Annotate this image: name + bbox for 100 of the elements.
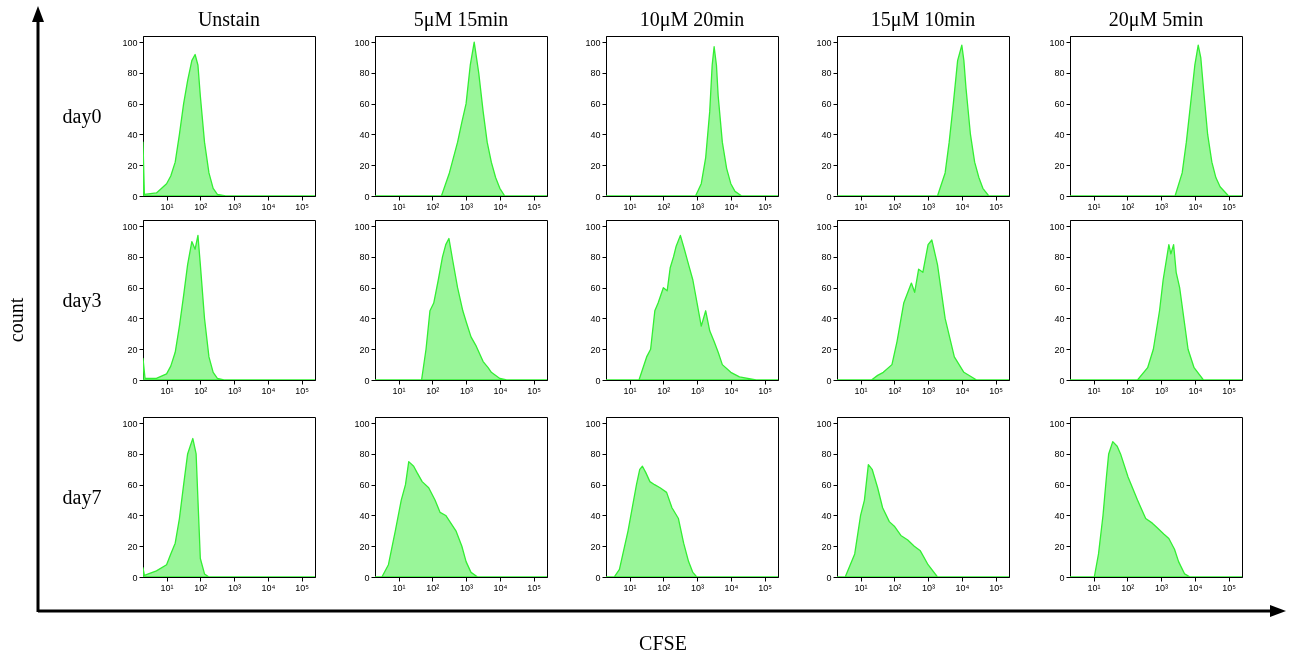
y-tick-label: 20 [359, 541, 370, 552]
x-tick-label: 10¹ [854, 582, 868, 593]
y-tick-label: 20 [1054, 160, 1065, 171]
y-tick-label: 20 [1054, 541, 1065, 552]
y-tick-label: 100 [354, 418, 370, 429]
y-tick-label: 100 [354, 221, 370, 232]
y-tick-label: 20 [821, 541, 832, 552]
y-tick-label: 60 [590, 283, 601, 294]
x-tick-label: 10² [194, 582, 208, 593]
y-tick-label: 100 [816, 37, 832, 48]
x-tick-label: 10⁵ [758, 201, 773, 212]
y-tick-label: 40 [1054, 313, 1065, 324]
y-axis-title: day3 [62, 288, 102, 312]
y-tick-label: 0 [132, 572, 138, 583]
y-tick-label: 20 [359, 160, 370, 171]
y-tick-label: 80 [821, 68, 832, 79]
y-tick-label: 60 [1054, 283, 1065, 294]
y-axis-title: day0 [62, 104, 102, 128]
x-tick-label: 10² [194, 385, 208, 396]
x-tick-label: 10⁵ [527, 385, 542, 396]
x-tick-label: 10⁵ [989, 385, 1004, 396]
y-tick-label: 80 [127, 68, 138, 79]
y-tick-label: 20 [359, 344, 370, 355]
x-tick-label: 10¹ [1087, 582, 1101, 593]
x-tick-label: 10¹ [854, 385, 868, 396]
x-tick-label: 10⁵ [989, 201, 1004, 212]
chart-title: 10μM 20min [639, 8, 745, 31]
y-tick-label: 60 [127, 99, 138, 110]
y-tick-label: 80 [821, 252, 832, 263]
y-tick-label: 80 [821, 449, 832, 460]
y-tick-label: 40 [359, 510, 370, 521]
y-tick-label: 40 [590, 129, 601, 140]
y-tick-label: 40 [127, 510, 138, 521]
y-tick-label: 0 [1059, 375, 1065, 386]
y-tick-label: 80 [1054, 252, 1065, 263]
x-tick-label: 10³ [691, 582, 705, 593]
x-tick-label: 10⁴ [1188, 385, 1203, 396]
x-tick-label: 10⁵ [1222, 201, 1237, 212]
x-tick-label: 10¹ [160, 201, 174, 212]
y-tick-label: 40 [590, 313, 601, 324]
x-tick-label: 10³ [1155, 582, 1169, 593]
y-tick-label: 60 [821, 99, 832, 110]
y-tick-label: 20 [821, 160, 832, 171]
x-tick-label: 10¹ [623, 582, 637, 593]
x-tick-label: 10³ [228, 385, 242, 396]
y-tick-label: 40 [1054, 510, 1065, 521]
x-tick-label: 10² [194, 201, 208, 212]
x-tick-label: 10⁴ [1188, 201, 1203, 212]
y-tick-label: 80 [590, 449, 601, 460]
x-tick-label: 10² [1121, 385, 1135, 396]
y-tick-label: 80 [127, 449, 138, 460]
x-tick-label: 10⁵ [295, 385, 310, 396]
y-tick-label: 60 [359, 480, 370, 491]
y-tick-label: 20 [127, 541, 138, 552]
x-tick-label: 10⁵ [527, 201, 542, 212]
y-tick-label: 0 [595, 572, 601, 583]
x-tick-label: 10¹ [160, 385, 174, 396]
y-tick-label: 80 [127, 252, 138, 263]
y-tick-label: 100 [1049, 418, 1065, 429]
x-tick-label: 10⁵ [1222, 385, 1237, 396]
y-tick-label: 0 [826, 572, 832, 583]
y-tick-label: 60 [359, 283, 370, 294]
y-tick-label: 20 [590, 160, 601, 171]
y-tick-label: 100 [585, 221, 601, 232]
x-tick-label: 10² [888, 582, 902, 593]
x-tick-label: 10⁴ [493, 201, 508, 212]
y-tick-label: 0 [826, 375, 832, 386]
y-tick-label: 20 [127, 344, 138, 355]
y-tick-label: 80 [590, 252, 601, 263]
y-tick-label: 20 [127, 160, 138, 171]
x-tick-label: 10¹ [623, 201, 637, 212]
y-tick-label: 20 [821, 344, 832, 355]
y-tick-label: 60 [1054, 99, 1065, 110]
x-tick-label: 10⁴ [955, 201, 970, 212]
y-tick-label: 60 [127, 283, 138, 294]
y-tick-label: 80 [359, 449, 370, 460]
x-tick-label: 10² [657, 201, 671, 212]
x-tick-label: 10⁴ [261, 385, 276, 396]
x-tick-label: 10⁴ [724, 582, 739, 593]
y-tick-label: 80 [590, 68, 601, 79]
x-tick-label: 10¹ [392, 582, 406, 593]
x-tick-label: 10³ [691, 201, 705, 212]
x-tick-label: 10² [426, 385, 440, 396]
y-tick-label: 40 [590, 510, 601, 521]
x-tick-label: 10³ [460, 385, 474, 396]
x-tick-label: 10⁴ [724, 201, 739, 212]
x-tick-label: 10⁵ [1222, 582, 1237, 593]
x-tick-label: 10⁵ [758, 385, 773, 396]
x-tick-label: 10¹ [1087, 385, 1101, 396]
y-tick-label: 100 [122, 37, 138, 48]
x-tick-label: 10² [1121, 201, 1135, 212]
x-tick-label: 10¹ [854, 201, 868, 212]
x-tick-label: 10² [657, 385, 671, 396]
x-tick-label: 10³ [922, 201, 936, 212]
x-tick-label: 10² [888, 201, 902, 212]
x-tick-label: 10² [888, 385, 902, 396]
x-tick-label: 10¹ [1087, 201, 1101, 212]
x-tick-label: 10¹ [392, 201, 406, 212]
y-tick-label: 0 [595, 191, 601, 202]
y-tick-label: 0 [1059, 191, 1065, 202]
